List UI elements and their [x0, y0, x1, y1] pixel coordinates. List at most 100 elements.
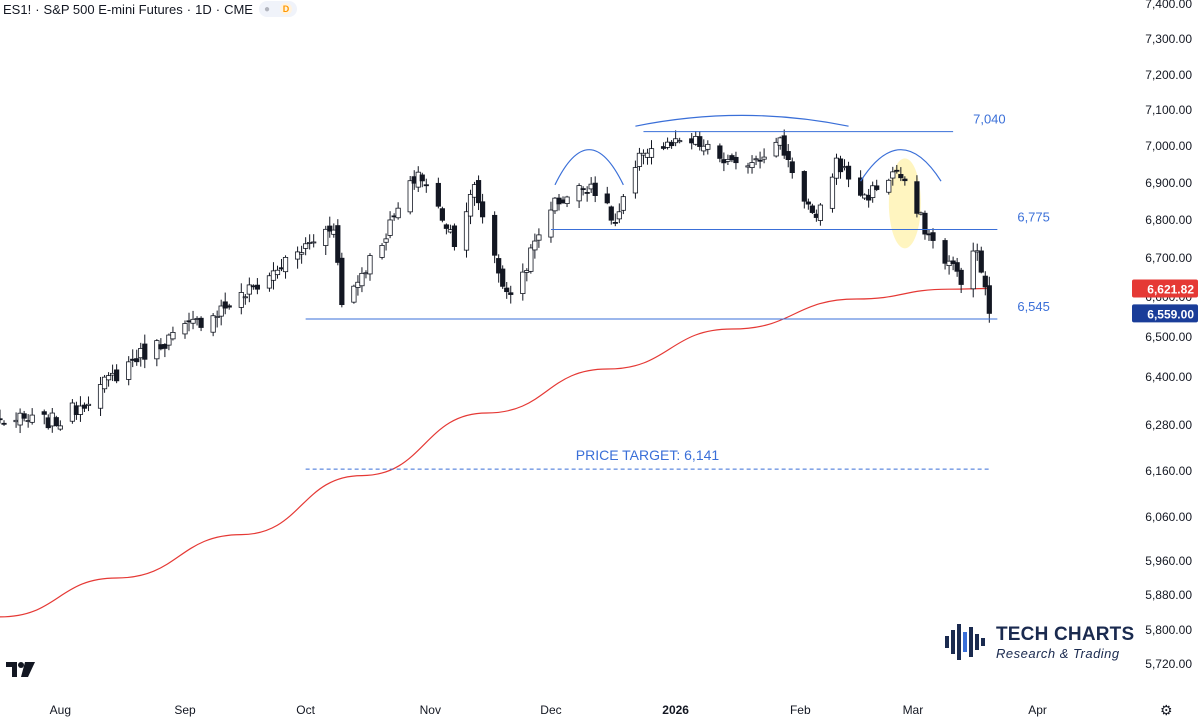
candle	[697, 131, 703, 151]
brand-title: TECH CHARTS	[996, 623, 1135, 645]
candle	[395, 202, 401, 220]
candle	[435, 177, 441, 209]
candle	[520, 263, 526, 301]
candle	[874, 179, 880, 192]
candle	[53, 415, 59, 427]
candle	[17, 408, 23, 434]
gear-icon[interactable]: ⚙	[1160, 702, 1173, 718]
candle	[789, 157, 795, 179]
candle	[982, 271, 988, 296]
candle	[894, 164, 900, 174]
candle	[620, 193, 626, 215]
highlight-ellipse	[888, 158, 921, 249]
candle	[954, 257, 960, 277]
candle	[890, 166, 896, 186]
price-label-text: 6,559.00	[1147, 307, 1194, 321]
candle	[451, 223, 458, 251]
x-tick-label: Aug	[50, 703, 71, 717]
y-tick-label: 6,500.00	[1145, 330, 1192, 344]
candle	[584, 186, 590, 202]
candle	[870, 181, 876, 203]
candle	[222, 292, 228, 315]
candle	[218, 299, 224, 326]
delayed-badge: D	[279, 3, 292, 15]
candle	[616, 203, 622, 224]
candle	[749, 155, 755, 174]
candle	[858, 170, 864, 197]
candle	[528, 244, 534, 274]
candle	[303, 237, 309, 256]
candle	[781, 129, 787, 159]
visibility-pill[interactable]: ● D	[258, 1, 297, 17]
y-tick-label: 6,700.00	[1145, 251, 1192, 265]
candle	[463, 202, 470, 258]
candle	[757, 151, 763, 169]
y-tick-label: 5,880.00	[1145, 588, 1192, 602]
candle	[902, 176, 908, 186]
candle	[242, 293, 248, 305]
candle	[978, 246, 984, 274]
level-label: 6,545	[1017, 299, 1050, 314]
candle	[475, 175, 482, 211]
interval-label[interactable]: 1D	[195, 1, 212, 17]
price-label: 6,559.00	[1132, 304, 1198, 323]
candle	[351, 284, 357, 304]
candle	[580, 186, 586, 196]
candle	[114, 364, 120, 384]
price-target-label: PRICE TARGET: 6,141	[576, 447, 720, 463]
candle	[479, 193, 486, 224]
candle	[182, 320, 188, 339]
price-label: 6,621.82	[1132, 279, 1198, 298]
x-tick-label: Dec	[540, 703, 561, 717]
candle	[608, 205, 614, 225]
candle	[986, 276, 992, 323]
y-tick-label: 7,300.00	[1145, 32, 1192, 46]
candle	[210, 313, 216, 337]
price-label-text: 6,621.82	[1147, 282, 1194, 296]
candle	[648, 140, 655, 165]
chart-header: ES1! · S&P 500 E-mini Futures · 1D · CME…	[3, 0, 297, 18]
candle	[323, 225, 329, 256]
candle	[576, 183, 582, 209]
brand-subtitle: Research & Trading	[996, 645, 1120, 661]
candle	[339, 252, 345, 308]
candle	[922, 210, 928, 240]
x-axis: Aug Sep Oct Nov Dec 2026 Feb Mar Apr	[50, 703, 1047, 717]
pattern-arc	[860, 149, 942, 182]
x-tick-label: Nov	[420, 703, 441, 717]
moving-average-line	[0, 287, 990, 618]
candle	[761, 148, 767, 164]
candle	[785, 144, 791, 168]
candle	[335, 219, 341, 266]
level-label: 7,040	[973, 112, 1006, 127]
candle	[942, 238, 948, 270]
candle	[85, 396, 92, 412]
tradingview-logo-icon[interactable]	[6, 662, 36, 678]
candle	[254, 278, 260, 295]
y-tick-label: 6,060.00	[1145, 510, 1192, 524]
candle	[592, 176, 598, 203]
candle	[773, 137, 779, 158]
y-axis: 7,400.00 7,300.00 7,200.00 7,100.00 7,000.00…	[1145, 0, 1192, 671]
candle	[492, 211, 498, 264]
candle	[126, 356, 132, 386]
x-tick-label: Apr	[1028, 703, 1047, 717]
symbol-label[interactable]: ES1!	[3, 1, 32, 17]
candle	[97, 376, 104, 416]
candle	[753, 155, 759, 166]
candle	[29, 408, 35, 425]
candle	[805, 198, 811, 210]
candle	[898, 167, 904, 182]
candle	[845, 161, 852, 188]
candle	[419, 172, 425, 188]
x-tick-label: Oct	[296, 703, 315, 717]
candle	[632, 160, 639, 199]
candle	[274, 265, 281, 279]
candle	[443, 223, 449, 235]
level-label: 6,775	[1017, 210, 1050, 225]
candle	[705, 140, 711, 155]
y-tick-label: 6,800.00	[1145, 213, 1192, 227]
candle	[508, 285, 514, 304]
candle	[57, 420, 63, 431]
